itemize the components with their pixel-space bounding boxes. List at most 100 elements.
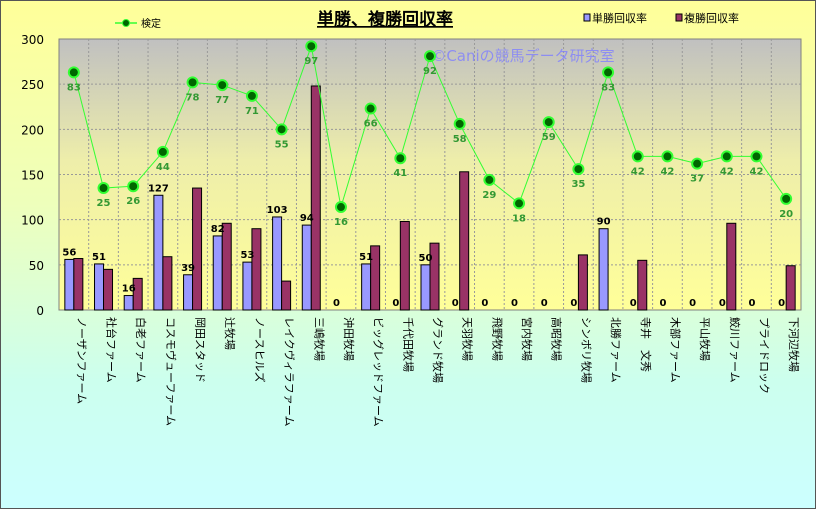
x-tick-label: 鮫川ファーム: [728, 317, 742, 383]
x-tick-label: 天羽牧場: [461, 317, 475, 361]
bar-win: [212, 235, 223, 311]
bar-win: [272, 216, 283, 311]
bar-win: [598, 228, 609, 311]
y-tick-label: 50: [29, 259, 44, 273]
line-point: [424, 50, 436, 63]
x-tick-label: 木部ファーム: [668, 317, 682, 383]
y-tick-label: 250: [21, 78, 44, 92]
line-point: [691, 157, 704, 170]
line-count-label: 29: [482, 190, 496, 201]
line-point: [305, 40, 318, 53]
y-tick-label: 0: [36, 304, 44, 318]
line-count-label: 18: [512, 213, 526, 224]
bar-place: [726, 222, 737, 311]
data-label-win: 0: [659, 298, 666, 309]
x-tick-label: レイクヴィラファーム: [283, 317, 297, 426]
legend: 検定 単勝回収率 複勝回収率: [115, 11, 739, 30]
x-tick-label: 寺井 文秀: [639, 317, 653, 372]
x-tick-label: 三嶋牧場: [312, 317, 326, 361]
bar-place: [785, 265, 796, 311]
x-tick-label: 高昭牧場: [550, 317, 564, 361]
bar-place: [221, 222, 232, 311]
line-point: [750, 150, 763, 163]
line-count-label: 59: [542, 132, 556, 143]
legend-swatch-place: [675, 13, 683, 22]
line-count-label: 42: [631, 166, 645, 177]
y-tick-label: 200: [21, 123, 44, 137]
line-count-label: 42: [660, 166, 674, 177]
data-label-win: 90: [597, 217, 611, 228]
bar-place: [281, 280, 292, 311]
x-tick-label: ノーザンファーム: [75, 317, 88, 404]
data-label-win: 103: [267, 205, 288, 216]
data-label-win: 50: [419, 253, 433, 264]
x-tick-label: 北勝ファーム: [609, 317, 623, 383]
data-label-win: 0: [392, 298, 399, 309]
line-point: [780, 192, 793, 205]
line-count-label: 16: [334, 217, 348, 228]
line-point: [127, 180, 140, 193]
y-tick-label: 100: [21, 214, 44, 228]
x-tick-label: 辻牧場: [223, 317, 237, 350]
bar-place: [459, 171, 470, 311]
data-label-win: 51: [92, 252, 106, 263]
line-count-label: 78: [186, 92, 200, 103]
bar-place: [577, 254, 588, 311]
data-label-win: 39: [181, 263, 195, 274]
legend-label-line: 検定: [141, 17, 161, 30]
bar-win: [123, 295, 134, 311]
line-point: [97, 182, 110, 195]
x-tick-label: 白老ファーム: [134, 317, 148, 383]
x-tick-label: 千代田牧場: [401, 317, 415, 372]
bar-win: [153, 194, 164, 311]
bar-place: [73, 258, 84, 311]
bar-place: [370, 245, 381, 311]
line-count-label: 58: [453, 134, 467, 145]
bar-win: [64, 258, 75, 311]
data-label-win: 0: [511, 298, 518, 309]
line-point: [661, 150, 674, 163]
x-tick-label: 飛野牧場: [490, 317, 504, 361]
line-point: [67, 66, 80, 79]
bar-win: [242, 261, 253, 311]
data-label-win: 0: [333, 298, 340, 309]
line-count-label: 92: [423, 66, 437, 77]
bar-win: [420, 264, 431, 311]
bar-place: [399, 220, 410, 311]
line-count-label: 41: [393, 168, 407, 179]
line-count-label: 25: [97, 198, 111, 209]
y-tick-label: 150: [21, 169, 44, 183]
line-point: [720, 150, 733, 163]
y-tick-label: 300: [21, 33, 44, 47]
line-count-label: 37: [690, 174, 704, 185]
line-count-label: 26: [126, 196, 140, 207]
legend-swatch-win: [583, 13, 591, 22]
bar-place: [132, 277, 143, 311]
data-label-win: 0: [570, 298, 577, 309]
line-count-label: 55: [275, 139, 289, 150]
line-point: [631, 150, 644, 163]
data-label-win: 51: [359, 252, 373, 263]
line-count-label: 83: [67, 82, 81, 93]
x-tick-label: 社台ファーム: [105, 317, 119, 383]
bar-win: [301, 224, 312, 311]
bar-win: [183, 274, 194, 311]
line-point: [275, 123, 288, 136]
watermark: ©Caniの競馬データ研究室: [431, 47, 614, 65]
line-point: [156, 145, 169, 158]
data-label-win: 16: [122, 284, 136, 295]
data-label-win: 94: [300, 213, 314, 224]
line-point: [334, 201, 347, 214]
line-point: [483, 173, 496, 186]
bar-place: [637, 259, 648, 311]
data-label-win: 127: [148, 183, 169, 194]
x-tick-label: プライドロック: [757, 317, 770, 394]
bar-place: [192, 187, 203, 311]
line-point: [542, 116, 555, 129]
x-tick-label: コスモヴューファーム: [164, 317, 178, 426]
data-label-win: 0: [778, 298, 785, 309]
x-tick-label: シンボリ牧場: [579, 317, 593, 383]
x-tick-label: 宮内牧場: [520, 317, 534, 361]
bar-place: [310, 85, 321, 311]
